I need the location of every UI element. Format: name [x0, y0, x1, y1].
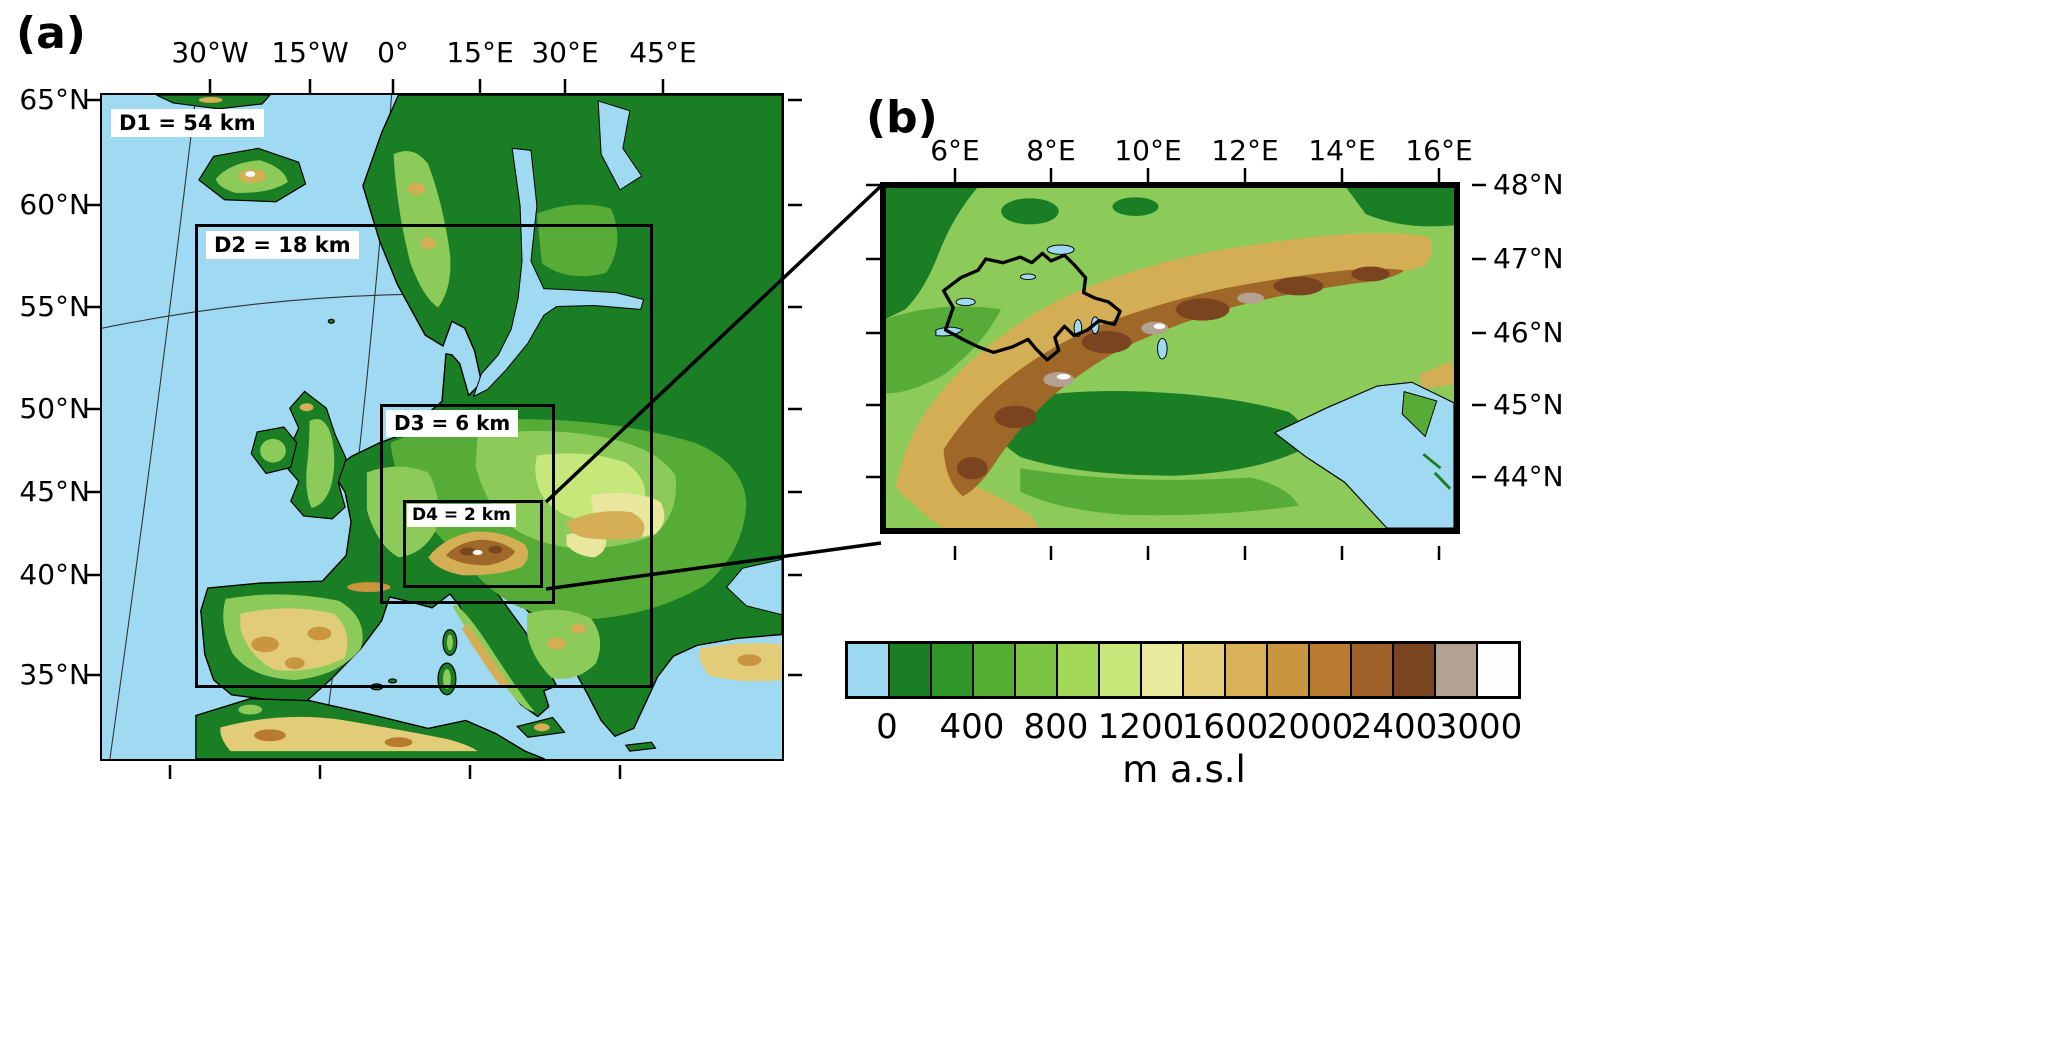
panel-a-letter: (a)	[16, 8, 86, 59]
alpine-lakes	[935, 244, 1168, 360]
colorbar-unit-label: m a.s.l	[1122, 748, 1246, 791]
map-a-left-label: 45°N	[19, 475, 90, 508]
map-b-right-label: 46°N	[1493, 316, 1564, 349]
elevation-colorbar	[845, 641, 1521, 699]
map-b-top-label: 12°E	[1211, 134, 1279, 167]
map-a-left-label: 35°N	[19, 658, 90, 691]
colorbar-cell	[1184, 644, 1226, 696]
colorbar-cell	[1352, 644, 1394, 696]
faroe	[327, 318, 335, 324]
colorbar-cell	[1436, 644, 1478, 696]
map-a-left-label: 40°N	[19, 558, 90, 591]
colorbar-cell	[1268, 644, 1310, 696]
colorbar-cell	[1310, 644, 1352, 696]
colorbar-cell	[974, 644, 1016, 696]
map-b-right-label: 47°N	[1493, 242, 1564, 275]
colorbar-cell	[1100, 644, 1142, 696]
colorbar-tick-label: 3000	[1435, 707, 1523, 747]
map-b-right-label: 44°N	[1493, 460, 1564, 493]
map-a-left-label: 65°N	[19, 83, 90, 116]
colorbar-cell	[1016, 644, 1058, 696]
colorbar-tick-label: 2000	[1266, 707, 1354, 747]
colorbar-cell	[1142, 644, 1184, 696]
domain-d1-label: D1 = 54 km	[111, 109, 264, 138]
colorbar-cell	[1058, 644, 1100, 696]
map-b-top-label: 6°E	[930, 134, 980, 167]
adriatic-islands	[1422, 453, 1452, 490]
alps-map-svg	[886, 188, 1454, 528]
white-sea	[597, 100, 643, 191]
colorbar-cell	[932, 644, 974, 696]
map-a-left-label: 55°N	[19, 290, 90, 323]
panel-b-letter: (b)	[866, 92, 938, 143]
colorbar-tick-label: 1600	[1181, 707, 1269, 747]
baltic-sea	[472, 147, 645, 398]
map-a-top-label: 15°W	[271, 36, 349, 69]
colorbar-tick-label: 0	[876, 707, 898, 747]
north-africa	[195, 698, 546, 759]
lake-neuchatel	[955, 297, 976, 307]
map-b-top-label: 10°E	[1114, 134, 1182, 167]
switzerland-border	[941, 251, 1122, 362]
colorbar-cell	[1226, 644, 1268, 696]
islands	[156, 95, 657, 752]
colorbar-cell	[1394, 644, 1436, 696]
map-b-top-label: 14°E	[1308, 134, 1376, 167]
lake-zurich	[1019, 273, 1037, 281]
domain-d4-label: D4 = 2 km	[407, 504, 516, 528]
domain-d3-label: D3 = 6 km	[386, 410, 519, 437]
domain-d2-label: D2 = 18 km	[206, 231, 359, 260]
map-b-top-label: 8°E	[1026, 134, 1076, 167]
map-b-right-label: 48°N	[1493, 168, 1564, 201]
crete	[624, 741, 657, 752]
colorbar-cell	[1478, 644, 1518, 696]
map-a-top-label: 45°E	[629, 36, 697, 69]
lake-constance	[1046, 244, 1075, 255]
colorbar-tick-label: 1200	[1097, 707, 1185, 747]
colorbar-cell	[848, 644, 890, 696]
map-a-top-label: 30°W	[171, 36, 249, 69]
domain-d4-box	[403, 500, 543, 588]
colorbar-cell	[890, 644, 932, 696]
istria-peninsula	[1401, 391, 1438, 438]
colorbar-tick-label: 800	[1023, 707, 1089, 747]
alps-map	[880, 182, 1460, 534]
domain-d3-box	[380, 404, 555, 604]
map-a-left-label: 50°N	[19, 392, 90, 425]
colorbar-tick-label: 400	[939, 707, 1005, 747]
map-b-top-label: 16°E	[1405, 134, 1473, 167]
map-b-right-label: 45°N	[1493, 388, 1564, 421]
map-a-top-label: 30°E	[531, 36, 599, 69]
colorbar-tick-label: 2400	[1350, 707, 1438, 747]
map-a-left-label: 60°N	[19, 188, 90, 221]
lake-garda	[1157, 337, 1168, 360]
map-a-top-label: 15°E	[446, 36, 514, 69]
alps-land-shading	[886, 188, 1454, 528]
map-a-top-label: 0°	[377, 36, 409, 69]
